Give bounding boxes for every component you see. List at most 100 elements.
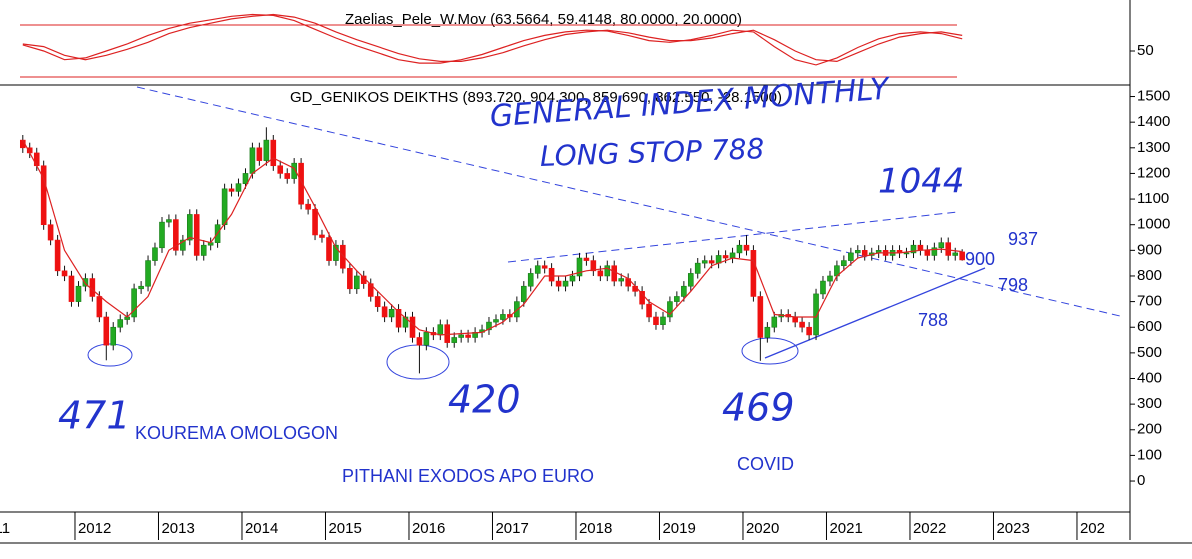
candle-body bbox=[353, 275, 360, 290]
candle-body bbox=[569, 275, 576, 282]
candle-body bbox=[409, 316, 416, 338]
candle-body bbox=[193, 214, 200, 256]
candle-body bbox=[61, 270, 68, 277]
candle-body bbox=[395, 308, 402, 328]
candle-body bbox=[103, 316, 110, 346]
x-tick-label: 2012 bbox=[78, 520, 111, 537]
candle-body bbox=[924, 250, 931, 256]
candle-body bbox=[590, 260, 597, 272]
candle-body bbox=[910, 244, 917, 254]
candle-body bbox=[451, 337, 458, 343]
y-tick-label: 1500 bbox=[1137, 88, 1170, 105]
x-tick-label: 2018 bbox=[579, 520, 612, 537]
candle-body bbox=[750, 250, 757, 297]
candle-body bbox=[33, 152, 40, 167]
trendline bbox=[507, 211, 958, 263]
candle-body bbox=[333, 244, 339, 261]
candle-body bbox=[583, 257, 590, 261]
y-tick-label: 1400 bbox=[1137, 113, 1170, 130]
candle-body bbox=[145, 260, 151, 287]
candle-body bbox=[604, 265, 611, 277]
x-tick-label: 2020 bbox=[746, 520, 779, 537]
candle-body bbox=[681, 285, 687, 297]
oscillator-line bbox=[22, 13, 963, 66]
candle-body bbox=[854, 250, 861, 254]
candle-body bbox=[270, 139, 277, 167]
candle-body bbox=[347, 267, 353, 290]
candle-body bbox=[959, 251, 965, 261]
candle-body bbox=[938, 242, 945, 249]
circle bbox=[386, 344, 450, 380]
candle-body bbox=[110, 326, 117, 346]
candle-body bbox=[493, 319, 499, 323]
candle-body bbox=[256, 147, 263, 161]
candle-body bbox=[319, 234, 325, 238]
candle-body bbox=[764, 326, 771, 338]
candle-body bbox=[534, 265, 541, 274]
annotation: GENERAL INDEX MONTHLY bbox=[489, 71, 893, 134]
candle-body bbox=[173, 219, 179, 251]
candle-body bbox=[527, 273, 534, 287]
y-tick-label: 600 bbox=[1137, 318, 1162, 335]
candle-body bbox=[576, 257, 583, 277]
candle-body bbox=[444, 324, 451, 343]
candle-body bbox=[555, 280, 562, 287]
candle-body bbox=[611, 265, 618, 282]
candle-body bbox=[465, 334, 471, 338]
x-tick-label: 2017 bbox=[495, 520, 528, 537]
candle-body bbox=[687, 273, 694, 287]
candle-body bbox=[903, 252, 910, 255]
candle-body bbox=[806, 326, 812, 336]
candle-body bbox=[152, 247, 158, 261]
x-tick-label: 11 bbox=[0, 520, 10, 537]
candle-body bbox=[771, 316, 778, 328]
y-tick-label: 400 bbox=[1137, 369, 1162, 386]
annotation: 788 bbox=[918, 310, 948, 330]
candle-body bbox=[799, 321, 805, 328]
x-tick-label: 202 bbox=[1080, 520, 1105, 537]
candle-body bbox=[486, 321, 492, 331]
annotation: 420 bbox=[448, 378, 521, 422]
y-tick-label: 1200 bbox=[1137, 164, 1170, 181]
y-tick-label: 100 bbox=[1137, 446, 1162, 463]
candle-body bbox=[639, 291, 645, 305]
candle-body bbox=[660, 316, 666, 325]
index-title: GD_GENIKOS DEIKTHS (893.720, 904.300, 85… bbox=[290, 89, 782, 106]
candle-body bbox=[326, 237, 332, 261]
candle-body bbox=[284, 173, 291, 179]
candle-body bbox=[381, 306, 388, 318]
candle-body bbox=[827, 275, 833, 282]
candle-body bbox=[54, 239, 61, 272]
candle-body bbox=[841, 260, 847, 267]
candle-body bbox=[298, 162, 304, 205]
candle-body bbox=[597, 270, 604, 277]
candle-body bbox=[402, 316, 409, 328]
annotation: 471 bbox=[58, 394, 131, 438]
annotation: 1044 bbox=[878, 162, 965, 202]
candle-body bbox=[541, 265, 548, 269]
candle-body bbox=[861, 250, 868, 256]
candle-body bbox=[618, 278, 625, 282]
x-tick-label: 2013 bbox=[161, 520, 194, 537]
y-tick-label: 700 bbox=[1137, 293, 1162, 310]
candle-body bbox=[917, 244, 924, 251]
annotation: 469 bbox=[722, 386, 795, 430]
candle-body bbox=[667, 301, 673, 318]
candle-body bbox=[277, 165, 284, 174]
candle-body bbox=[75, 285, 82, 302]
y-tick-label: 800 bbox=[1137, 267, 1162, 284]
candle-body bbox=[96, 296, 103, 318]
candle-body bbox=[701, 260, 708, 264]
moving-average bbox=[22, 139, 963, 336]
candle-body bbox=[820, 280, 826, 295]
annotation: 798 bbox=[998, 275, 1028, 295]
x-tick-label: 2022 bbox=[913, 520, 946, 537]
candle-body bbox=[729, 252, 736, 259]
candle-body bbox=[180, 239, 186, 251]
candle-body bbox=[200, 244, 207, 256]
y-tick-label: 1100 bbox=[1137, 190, 1169, 207]
x-tick-label: 2023 bbox=[996, 520, 1029, 537]
y-tick-label: 500 bbox=[1137, 344, 1162, 361]
candle-body bbox=[416, 337, 423, 346]
candle-body bbox=[131, 288, 137, 318]
